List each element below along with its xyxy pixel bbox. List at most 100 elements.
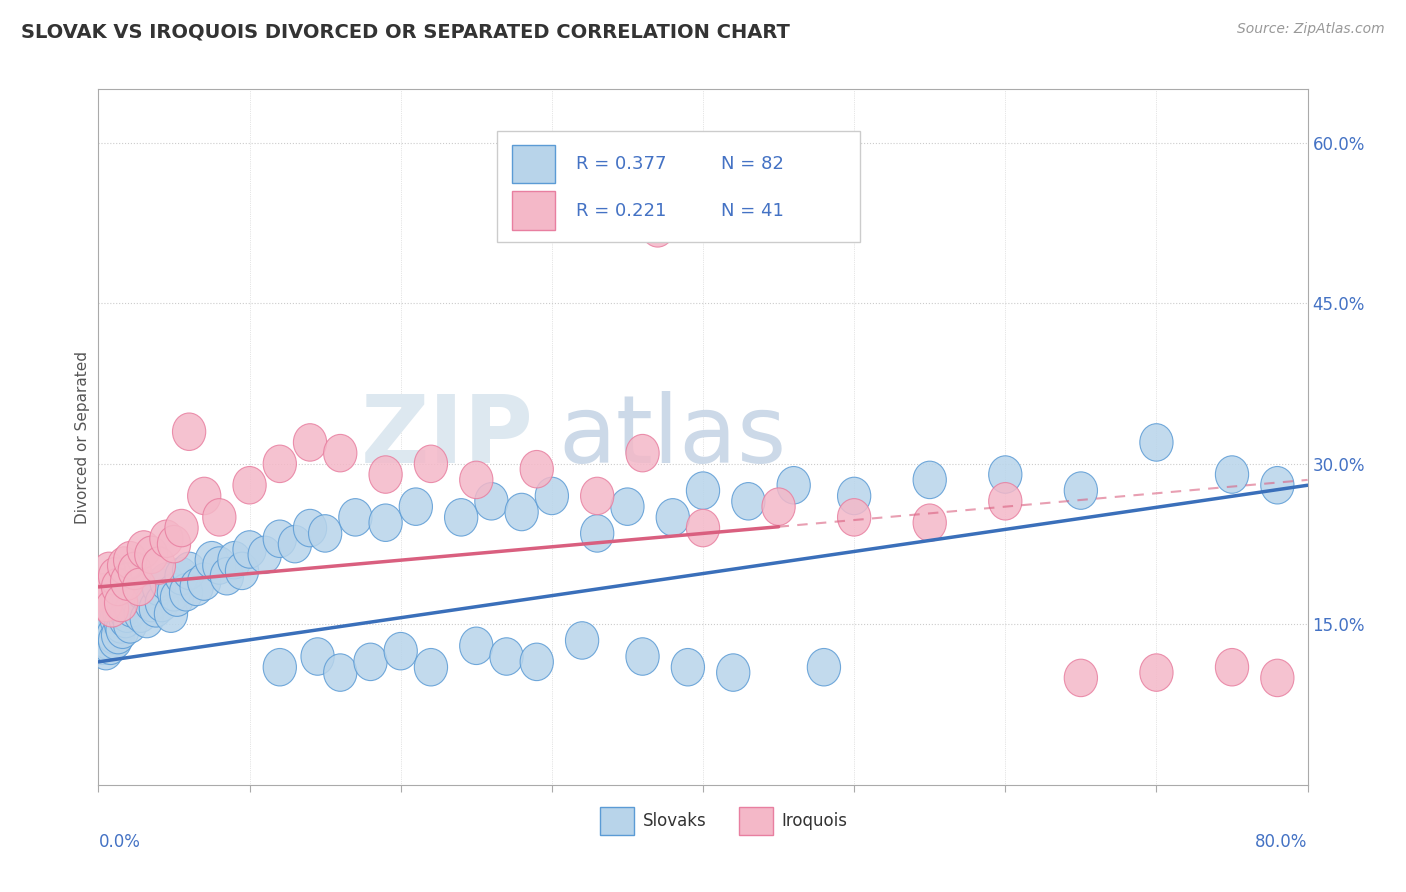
Ellipse shape xyxy=(142,568,176,606)
Ellipse shape xyxy=(187,477,221,515)
Ellipse shape xyxy=(1140,654,1173,691)
Ellipse shape xyxy=(339,499,373,536)
Ellipse shape xyxy=(139,590,173,627)
Ellipse shape xyxy=(122,568,156,606)
Ellipse shape xyxy=(278,525,312,563)
Text: N = 41: N = 41 xyxy=(721,202,785,220)
Ellipse shape xyxy=(263,445,297,483)
Ellipse shape xyxy=(96,606,129,643)
Text: R = 0.221: R = 0.221 xyxy=(576,202,666,220)
Ellipse shape xyxy=(1140,424,1173,461)
Ellipse shape xyxy=(225,552,259,590)
Ellipse shape xyxy=(87,616,121,654)
Ellipse shape xyxy=(368,504,402,541)
Ellipse shape xyxy=(118,552,152,590)
Ellipse shape xyxy=(1261,659,1294,697)
Ellipse shape xyxy=(160,579,194,616)
Ellipse shape xyxy=(263,648,297,686)
Ellipse shape xyxy=(155,595,187,632)
Text: Source: ZipAtlas.com: Source: ZipAtlas.com xyxy=(1237,22,1385,37)
Ellipse shape xyxy=(90,584,122,622)
Ellipse shape xyxy=(202,547,236,584)
Ellipse shape xyxy=(988,483,1022,520)
Ellipse shape xyxy=(626,638,659,675)
Text: R = 0.377: R = 0.377 xyxy=(576,154,666,173)
Ellipse shape xyxy=(107,547,141,584)
Ellipse shape xyxy=(111,595,143,632)
Ellipse shape xyxy=(1215,456,1249,493)
Ellipse shape xyxy=(104,584,138,622)
Ellipse shape xyxy=(91,622,124,659)
Ellipse shape xyxy=(460,461,494,499)
Ellipse shape xyxy=(778,467,810,504)
Ellipse shape xyxy=(103,595,136,632)
Ellipse shape xyxy=(610,488,644,525)
Ellipse shape xyxy=(170,574,202,611)
Ellipse shape xyxy=(626,434,659,472)
Ellipse shape xyxy=(460,627,494,665)
Ellipse shape xyxy=(114,606,146,643)
FancyBboxPatch shape xyxy=(512,192,555,230)
Ellipse shape xyxy=(686,509,720,547)
Ellipse shape xyxy=(157,574,191,611)
Ellipse shape xyxy=(415,648,447,686)
Ellipse shape xyxy=(157,525,191,563)
Ellipse shape xyxy=(263,520,297,558)
Ellipse shape xyxy=(150,563,183,600)
Ellipse shape xyxy=(86,627,120,665)
Ellipse shape xyxy=(180,568,214,606)
Ellipse shape xyxy=(368,456,402,493)
Ellipse shape xyxy=(731,483,765,520)
Ellipse shape xyxy=(838,477,870,515)
Ellipse shape xyxy=(104,606,138,643)
Ellipse shape xyxy=(110,600,142,638)
Ellipse shape xyxy=(114,541,146,579)
Ellipse shape xyxy=(165,509,198,547)
Ellipse shape xyxy=(233,467,266,504)
Ellipse shape xyxy=(581,515,614,552)
Ellipse shape xyxy=(96,590,129,627)
Ellipse shape xyxy=(218,541,252,579)
Text: SLOVAK VS IROQUOIS DIVORCED OR SEPARATED CORRELATION CHART: SLOVAK VS IROQUOIS DIVORCED OR SEPARATED… xyxy=(21,22,790,41)
Ellipse shape xyxy=(127,531,160,568)
Text: 80.0%: 80.0% xyxy=(1256,833,1308,851)
Ellipse shape xyxy=(988,456,1022,493)
Ellipse shape xyxy=(105,611,139,648)
Ellipse shape xyxy=(354,643,387,681)
Ellipse shape xyxy=(247,536,281,574)
Ellipse shape xyxy=(98,622,132,659)
Ellipse shape xyxy=(475,483,508,520)
FancyBboxPatch shape xyxy=(512,145,555,183)
Ellipse shape xyxy=(124,595,157,632)
Ellipse shape xyxy=(308,515,342,552)
Ellipse shape xyxy=(912,461,946,499)
Ellipse shape xyxy=(717,654,749,691)
Text: atlas: atlas xyxy=(558,391,786,483)
Ellipse shape xyxy=(301,638,335,675)
Text: Slovaks: Slovaks xyxy=(643,812,706,830)
Ellipse shape xyxy=(131,600,163,638)
Ellipse shape xyxy=(415,445,447,483)
Ellipse shape xyxy=(97,616,131,654)
Ellipse shape xyxy=(671,648,704,686)
FancyBboxPatch shape xyxy=(600,807,634,835)
Ellipse shape xyxy=(127,574,160,611)
Ellipse shape xyxy=(912,504,946,541)
Ellipse shape xyxy=(520,643,554,681)
Ellipse shape xyxy=(115,590,148,627)
Ellipse shape xyxy=(100,600,134,638)
Ellipse shape xyxy=(323,434,357,472)
Ellipse shape xyxy=(233,531,266,568)
Ellipse shape xyxy=(1261,467,1294,504)
Ellipse shape xyxy=(173,413,205,450)
Ellipse shape xyxy=(111,563,143,600)
Ellipse shape xyxy=(762,488,796,525)
Ellipse shape xyxy=(581,477,614,515)
Ellipse shape xyxy=(838,499,870,536)
Ellipse shape xyxy=(112,584,145,622)
Ellipse shape xyxy=(1064,472,1098,509)
Ellipse shape xyxy=(565,622,599,659)
Ellipse shape xyxy=(135,536,167,574)
Ellipse shape xyxy=(211,558,243,595)
Ellipse shape xyxy=(135,584,167,622)
